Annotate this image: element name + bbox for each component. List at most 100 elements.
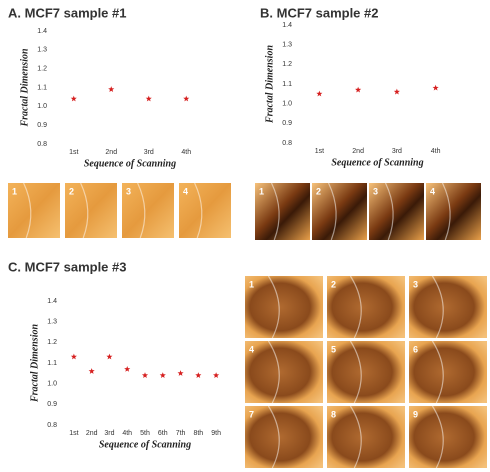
micrograph — [245, 341, 323, 403]
chart-title: C. MCF7 sample #3 — [8, 259, 127, 274]
y-tick-label: 0.8 — [47, 422, 57, 429]
y-tick-label: 1.4 — [282, 22, 292, 29]
data-point — [124, 366, 131, 372]
x-axis-title: Sequence of Scanning — [331, 157, 423, 168]
x-tick-label: 4th — [431, 148, 441, 155]
y-tick-label: 1.1 — [282, 81, 292, 88]
x-axis-title: Sequence of Scanning — [99, 439, 191, 450]
y-tick-label: 1.0 — [37, 103, 47, 110]
cell-edge — [267, 405, 280, 469]
cell-edge — [349, 340, 362, 404]
y-tick-label: 0.9 — [47, 401, 57, 408]
x-tick-label: 3rd — [104, 430, 114, 437]
micrograph — [409, 341, 487, 403]
chart-title: A. MCF7 sample #1 — [8, 5, 127, 20]
panel-number: 8 — [331, 409, 336, 419]
data-point — [88, 368, 95, 374]
y-tick-label: 0.8 — [37, 141, 47, 148]
panel-number: 2 — [331, 279, 336, 289]
data-point — [316, 90, 323, 97]
panel-number: 1 — [249, 279, 254, 289]
data-point — [108, 86, 115, 92]
chart-title: B. MCF7 sample #2 — [260, 5, 379, 20]
x-tick-label: 8th — [193, 430, 203, 437]
micrograph — [179, 183, 231, 238]
y-tick-label: 0.9 — [282, 120, 292, 127]
micrograph — [245, 276, 323, 338]
y-tick-label: 1.2 — [47, 339, 57, 346]
y-tick-label: 0.9 — [37, 122, 47, 129]
x-tick-label: 4th — [122, 430, 132, 437]
micrograph — [255, 183, 310, 240]
y-tick-label: 1.0 — [282, 101, 292, 108]
micrograph — [409, 406, 487, 468]
x-tick-label: 5th — [140, 430, 150, 437]
panel-number: 2 — [69, 186, 74, 196]
y-tick-label: 0.8 — [282, 140, 292, 147]
x-tick-label: 4th — [181, 149, 191, 156]
data-point — [159, 372, 166, 378]
micrograph — [327, 276, 405, 338]
x-tick-label: 1st — [315, 148, 324, 155]
panel-number: 5 — [331, 344, 336, 354]
cell-edge — [270, 182, 280, 241]
panel-number: 3 — [126, 186, 131, 196]
y-tick-label: 1.3 — [37, 47, 47, 54]
data-point — [355, 86, 362, 93]
cell-edge — [441, 182, 451, 241]
micrograph — [409, 276, 487, 338]
panel-number: 3 — [373, 186, 378, 196]
micrograph — [369, 183, 424, 240]
data-point — [195, 372, 202, 378]
y-tick-label: 1.1 — [47, 360, 57, 367]
y-tick-label: 1.2 — [282, 61, 292, 68]
cell-edge — [137, 182, 146, 239]
cell-edge — [431, 340, 444, 404]
micrograph — [327, 341, 405, 403]
panel-number: 6 — [413, 344, 418, 354]
panel-number: 4 — [430, 186, 435, 196]
data-point — [106, 353, 113, 360]
micrograph — [312, 183, 367, 240]
cell-edge — [349, 275, 362, 339]
micrograph — [122, 183, 174, 238]
micrograph — [8, 183, 60, 238]
y-tick-label: 1.4 — [47, 298, 57, 305]
y-axis-title: Fractal Dimension — [264, 45, 275, 125]
data-point — [393, 88, 400, 95]
data-point — [177, 370, 184, 376]
y-tick-label: 1.0 — [47, 381, 57, 388]
x-tick-label: 2nd — [105, 149, 117, 156]
x-tick-label: 3rd — [392, 148, 402, 155]
y-axis-title: Fractal Dimension — [29, 324, 40, 404]
micrograph — [245, 406, 323, 468]
panel-number: 7 — [249, 409, 254, 419]
y-tick-label: 1.3 — [47, 319, 57, 326]
cell-edge — [80, 182, 89, 239]
data-point — [70, 95, 77, 102]
panel-number: 4 — [183, 186, 188, 196]
panel-number: 2 — [316, 186, 321, 196]
x-tick-label: 2nd — [86, 430, 98, 437]
panel-number: 4 — [249, 344, 254, 354]
x-tick-label: 6th — [158, 430, 168, 437]
y-axis-title: Fractal Dimension — [19, 48, 30, 128]
x-tick-label: 9th — [211, 430, 221, 437]
panel-number: 1 — [259, 186, 264, 196]
x-tick-label: 1st — [69, 430, 78, 437]
x-tick-label: 7th — [176, 430, 186, 437]
cell-edge — [194, 182, 203, 239]
micrograph — [426, 183, 481, 240]
cell-edge — [349, 405, 362, 469]
panel-number: 1 — [12, 186, 17, 196]
cell-edge — [267, 275, 280, 339]
y-tick-label: 1.1 — [37, 84, 47, 91]
data-point — [213, 372, 220, 378]
x-tick-label: 2nd — [352, 148, 364, 155]
data-point — [141, 372, 149, 378]
data-point — [432, 84, 439, 91]
x-tick-label: 1st — [69, 149, 78, 156]
x-tick-label: 3rd — [144, 149, 154, 156]
cell-edge — [23, 182, 32, 239]
cell-edge — [431, 275, 444, 339]
